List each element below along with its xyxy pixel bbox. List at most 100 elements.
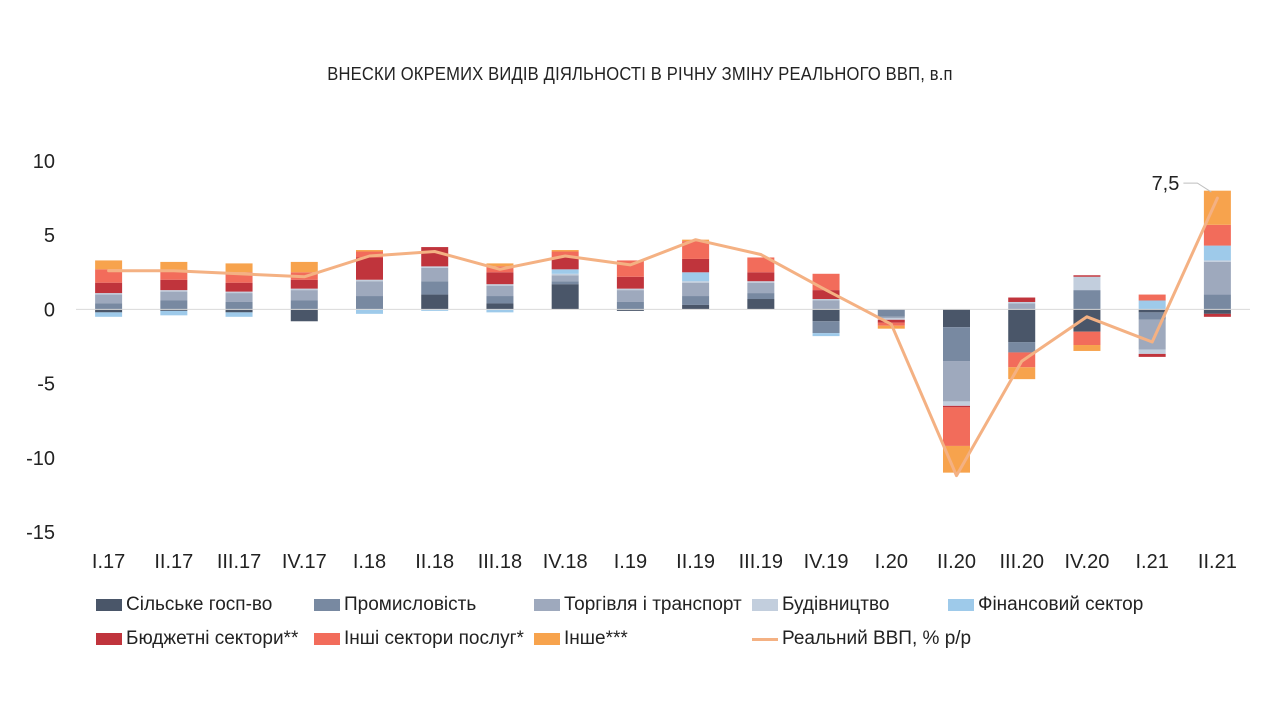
- bar-segment-інші-сектори-послуг--iv-19: [812, 273, 840, 291]
- x-tick-label: III.20: [999, 551, 1043, 573]
- bar-segment-інші-сектори-послуг--iv-20: [1073, 331, 1101, 346]
- x-tick-label: IV.18: [543, 551, 588, 573]
- y-tick-label: 0: [44, 299, 55, 321]
- legend-item: Будівництво: [752, 594, 948, 616]
- legend-item: Бюджетні сектори**: [96, 628, 314, 650]
- legend-swatch: [752, 599, 778, 611]
- x-tick-label: IV.17: [282, 551, 327, 573]
- legend-item: Сільське госп-во: [96, 594, 314, 616]
- bar-segment-будівництво-iii-19: [747, 281, 775, 283]
- x-tick-label: II.18: [415, 551, 454, 573]
- bar-segment-сільське-госп-во-ii-21: [1203, 309, 1231, 314]
- bar-segment-бюджетні-сектори--iii-17: [225, 282, 253, 292]
- bar-segment-бюджетні-сектори--iv-17: [290, 279, 318, 289]
- bar-segment-будівництво-i-21: [1138, 349, 1166, 354]
- bar-segment-сільське-госп-во-iv-17: [290, 309, 318, 322]
- bar-segment-бюджетні-сектори--iv-20: [1073, 275, 1101, 277]
- x-axis: I.17 II.17 III.17 IV.17 I.18 II.18 III.18 IV.18…: [92, 551, 1237, 573]
- y-tick-label: -15: [26, 522, 55, 544]
- bar-segment-інші-сектори-послуг--i-18: [356, 251, 383, 258]
- bar-segment-інші-сектори-послуг--iii-19: [747, 257, 775, 273]
- bar-segment-будівництво-ii-18: [421, 266, 449, 268]
- bar-segment-промисловість-ii-21: [1203, 294, 1231, 310]
- bar-segment-сільське-госп-во-iii-20: [1008, 309, 1036, 343]
- x-tick-label: I.21: [1135, 551, 1168, 573]
- x-tick-label: II.21: [1198, 551, 1237, 573]
- bar-segment-промисловість-iii-19: [747, 293, 775, 300]
- bar-segment-фінансовий-сектор-iv-19: [812, 333, 840, 337]
- bar-segment-сільське-госп-во-iv-20: [1073, 309, 1101, 332]
- annotations: 7,5: [1152, 173, 1212, 195]
- bar-segment-бюджетні-сектори--ii-21: [1203, 313, 1231, 317]
- bar-segment-будівництво-iv-19: [812, 299, 840, 301]
- bar-segment-будівництво-ii-21: [1203, 260, 1231, 262]
- y-axis: 10 5 0 -5 -10 -15: [26, 151, 55, 544]
- x-tick-label: II.20: [937, 551, 976, 573]
- chart-title: ВНЕСКИ ОКРЕМИХ ВИДІВ ДІЯЛЬНОСТІ В РІЧНУ …: [327, 64, 953, 84]
- legend-item: Інші сектори послуг*: [314, 628, 534, 650]
- bar-segment-промисловість-ii-19: [682, 296, 710, 305]
- bar-segment-торгівля-і-транспорт-iii-19: [747, 282, 775, 294]
- bar-segment-промисловість-ii-18: [421, 281, 449, 295]
- bar-segment-бюджетні-сектори--i-18: [356, 257, 383, 280]
- y-tick-label: 10: [33, 151, 55, 173]
- legend-label: Інші сектори послуг*: [344, 628, 524, 649]
- legend-item: Промисловість: [314, 594, 534, 616]
- bar-segment-торгівля-і-транспорт-i-19: [616, 290, 644, 302]
- bar-segment-будівництво-ii-19: [682, 281, 710, 283]
- bar-segment-торгівля-і-транспорт-i-17: [95, 294, 123, 304]
- bar-segment-бюджетні-сектори--ii-18: [421, 247, 449, 267]
- bar-segment-фінансовий-сектор-iv-18: [551, 269, 579, 274]
- x-tick-label: I.18: [353, 551, 386, 573]
- bar-segment-бюджетні-сектори--ii-19: [682, 258, 710, 273]
- gdp-line: [107, 196, 1219, 478]
- bar-segment-будівництво-iv-18: [551, 273, 579, 276]
- bar-segment-будівництво-iv-17: [290, 288, 318, 291]
- bar-segment-інше--iii-18: [486, 263, 514, 267]
- legend: Сільське госп-во Промисловість Торгівля і …: [96, 588, 1216, 656]
- bar-segment-бюджетні-сектори--i-17: [95, 282, 123, 294]
- legend-swatch: [948, 599, 974, 611]
- bar-segment-торгівля-і-транспорт-ii-21: [1203, 261, 1231, 295]
- bar-segment-торгівля-і-транспорт-iii-18: [486, 285, 514, 297]
- legend-swatch: [534, 633, 560, 645]
- x-tick-label: IV.19: [804, 551, 849, 573]
- legend-row: Бюджетні сектори** Інші сектори послуг* Ін…: [96, 622, 1216, 656]
- bar-segment-фінансовий-сектор-ii-18: [421, 309, 449, 311]
- bar-segment-сільське-госп-во-ii-20: [943, 309, 970, 328]
- x-tick-label: I.17: [92, 551, 125, 573]
- bar-segment-промисловість-iv-17: [290, 300, 318, 310]
- bar-segment-інше--i-17: [95, 260, 123, 270]
- bar-segment-інше--iii-20: [1008, 367, 1036, 380]
- bar-segment-фінансовий-сектор-i-17: [95, 312, 123, 317]
- x-tick-label: IV.20: [1065, 551, 1110, 573]
- bar-segment-сільське-госп-во-ii-17: [160, 309, 188, 311]
- bar-segment-інші-сектори-послуг--ii-20: [943, 407, 970, 446]
- annotation-label: 7,5: [1152, 173, 1180, 195]
- legend-item: Торгівля і транспорт: [534, 594, 752, 616]
- bar-segment-бюджетні-сектори--ii-17: [160, 279, 188, 291]
- bar-segment-промисловість-ii-17: [160, 300, 188, 310]
- bar-segment-промисловість-i-20: [877, 309, 905, 317]
- bar-segment-торгівля-і-транспорт-ii-19: [682, 282, 710, 297]
- bar-segment-бюджетні-сектори--iii-18: [486, 272, 514, 285]
- x-tick-label: III.19: [739, 551, 783, 573]
- bar-segment-інші-сектори-послуг--ii-17: [160, 270, 188, 280]
- bar-segment-бюджетні-сектори--iii-20: [1008, 297, 1036, 302]
- bar-segment-промисловість-iv-18: [551, 281, 579, 285]
- bar-segment-будівництво-iii-20: [1008, 301, 1036, 304]
- legend-label: Інше***: [564, 628, 628, 649]
- bar-segment-промисловість-i-18: [356, 296, 383, 310]
- bar-segment-сільське-госп-во-iii-19: [747, 299, 775, 310]
- bar-segment-інше--iv-17: [290, 261, 318, 273]
- bar-segment-сільське-госп-во-i-21: [1138, 309, 1166, 313]
- bar-segment-сільське-госп-во-ii-19: [682, 304, 710, 310]
- legend-swatch: [314, 633, 340, 645]
- legend-swatch: [314, 599, 340, 611]
- bar-segment-торгівля-і-транспорт-i-20: [877, 316, 905, 319]
- bar-segment-промисловість-i-17: [95, 303, 123, 310]
- bar-segment-сільське-госп-во-iv-19: [812, 309, 840, 322]
- legend-swatch: [534, 599, 560, 611]
- bar-segment-торгівля-і-транспорт-i-18: [356, 281, 383, 297]
